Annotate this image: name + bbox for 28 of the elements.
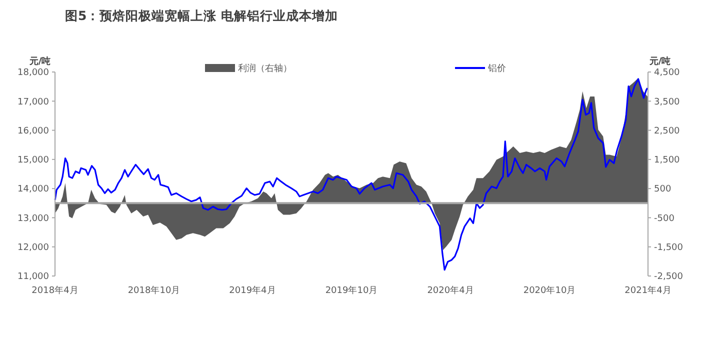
y2-tick-label: -1,500 [654,243,684,254]
y2-tick-label: 500 [654,184,672,195]
x-tick-label: 2018年4月 [32,285,78,296]
x-tick-label: 2021年4月 [624,285,672,296]
y2-tick-label: 3,500 [654,97,680,108]
x-tick-label: 2020年10月 [523,285,576,296]
y-tick-label: 17,000 [18,97,50,108]
y-tick-label: 15,000 [18,156,50,166]
y-tick-label: 12,000 [18,243,50,254]
y-axis-title: 元/吨 [28,56,51,67]
x-tick-label: 2019年10月 [325,285,378,296]
y-tick-label: 18,000 [18,68,50,78]
y2-tick-label: -500 [654,214,675,224]
y2-axis-title: 元/吨 [648,56,671,67]
y2-tick-label: 4,500 [654,68,680,78]
legend-label: 铝价 [487,63,506,74]
y2-tick-label: -2,500 [654,272,684,282]
y-tick-label: 11,000 [18,272,50,282]
y-tick-label: 13,000 [18,214,50,224]
y2-tick-label: 2,500 [654,126,680,136]
x-tick-label: 2019年4月 [229,285,276,296]
x-tick-label: 2018年10月 [128,285,180,296]
legend-label: 利润（右轴） [238,63,292,74]
chart-title: 图5：预焙阳极端宽幅上涨 电解铝行业成本增加 [65,8,338,23]
y-tick-label: 16,000 [18,126,50,136]
y-tick-label: 14,000 [18,184,50,195]
x-tick-label: 2020年4月 [427,285,474,296]
y2-tick-label: 1,500 [654,156,680,166]
